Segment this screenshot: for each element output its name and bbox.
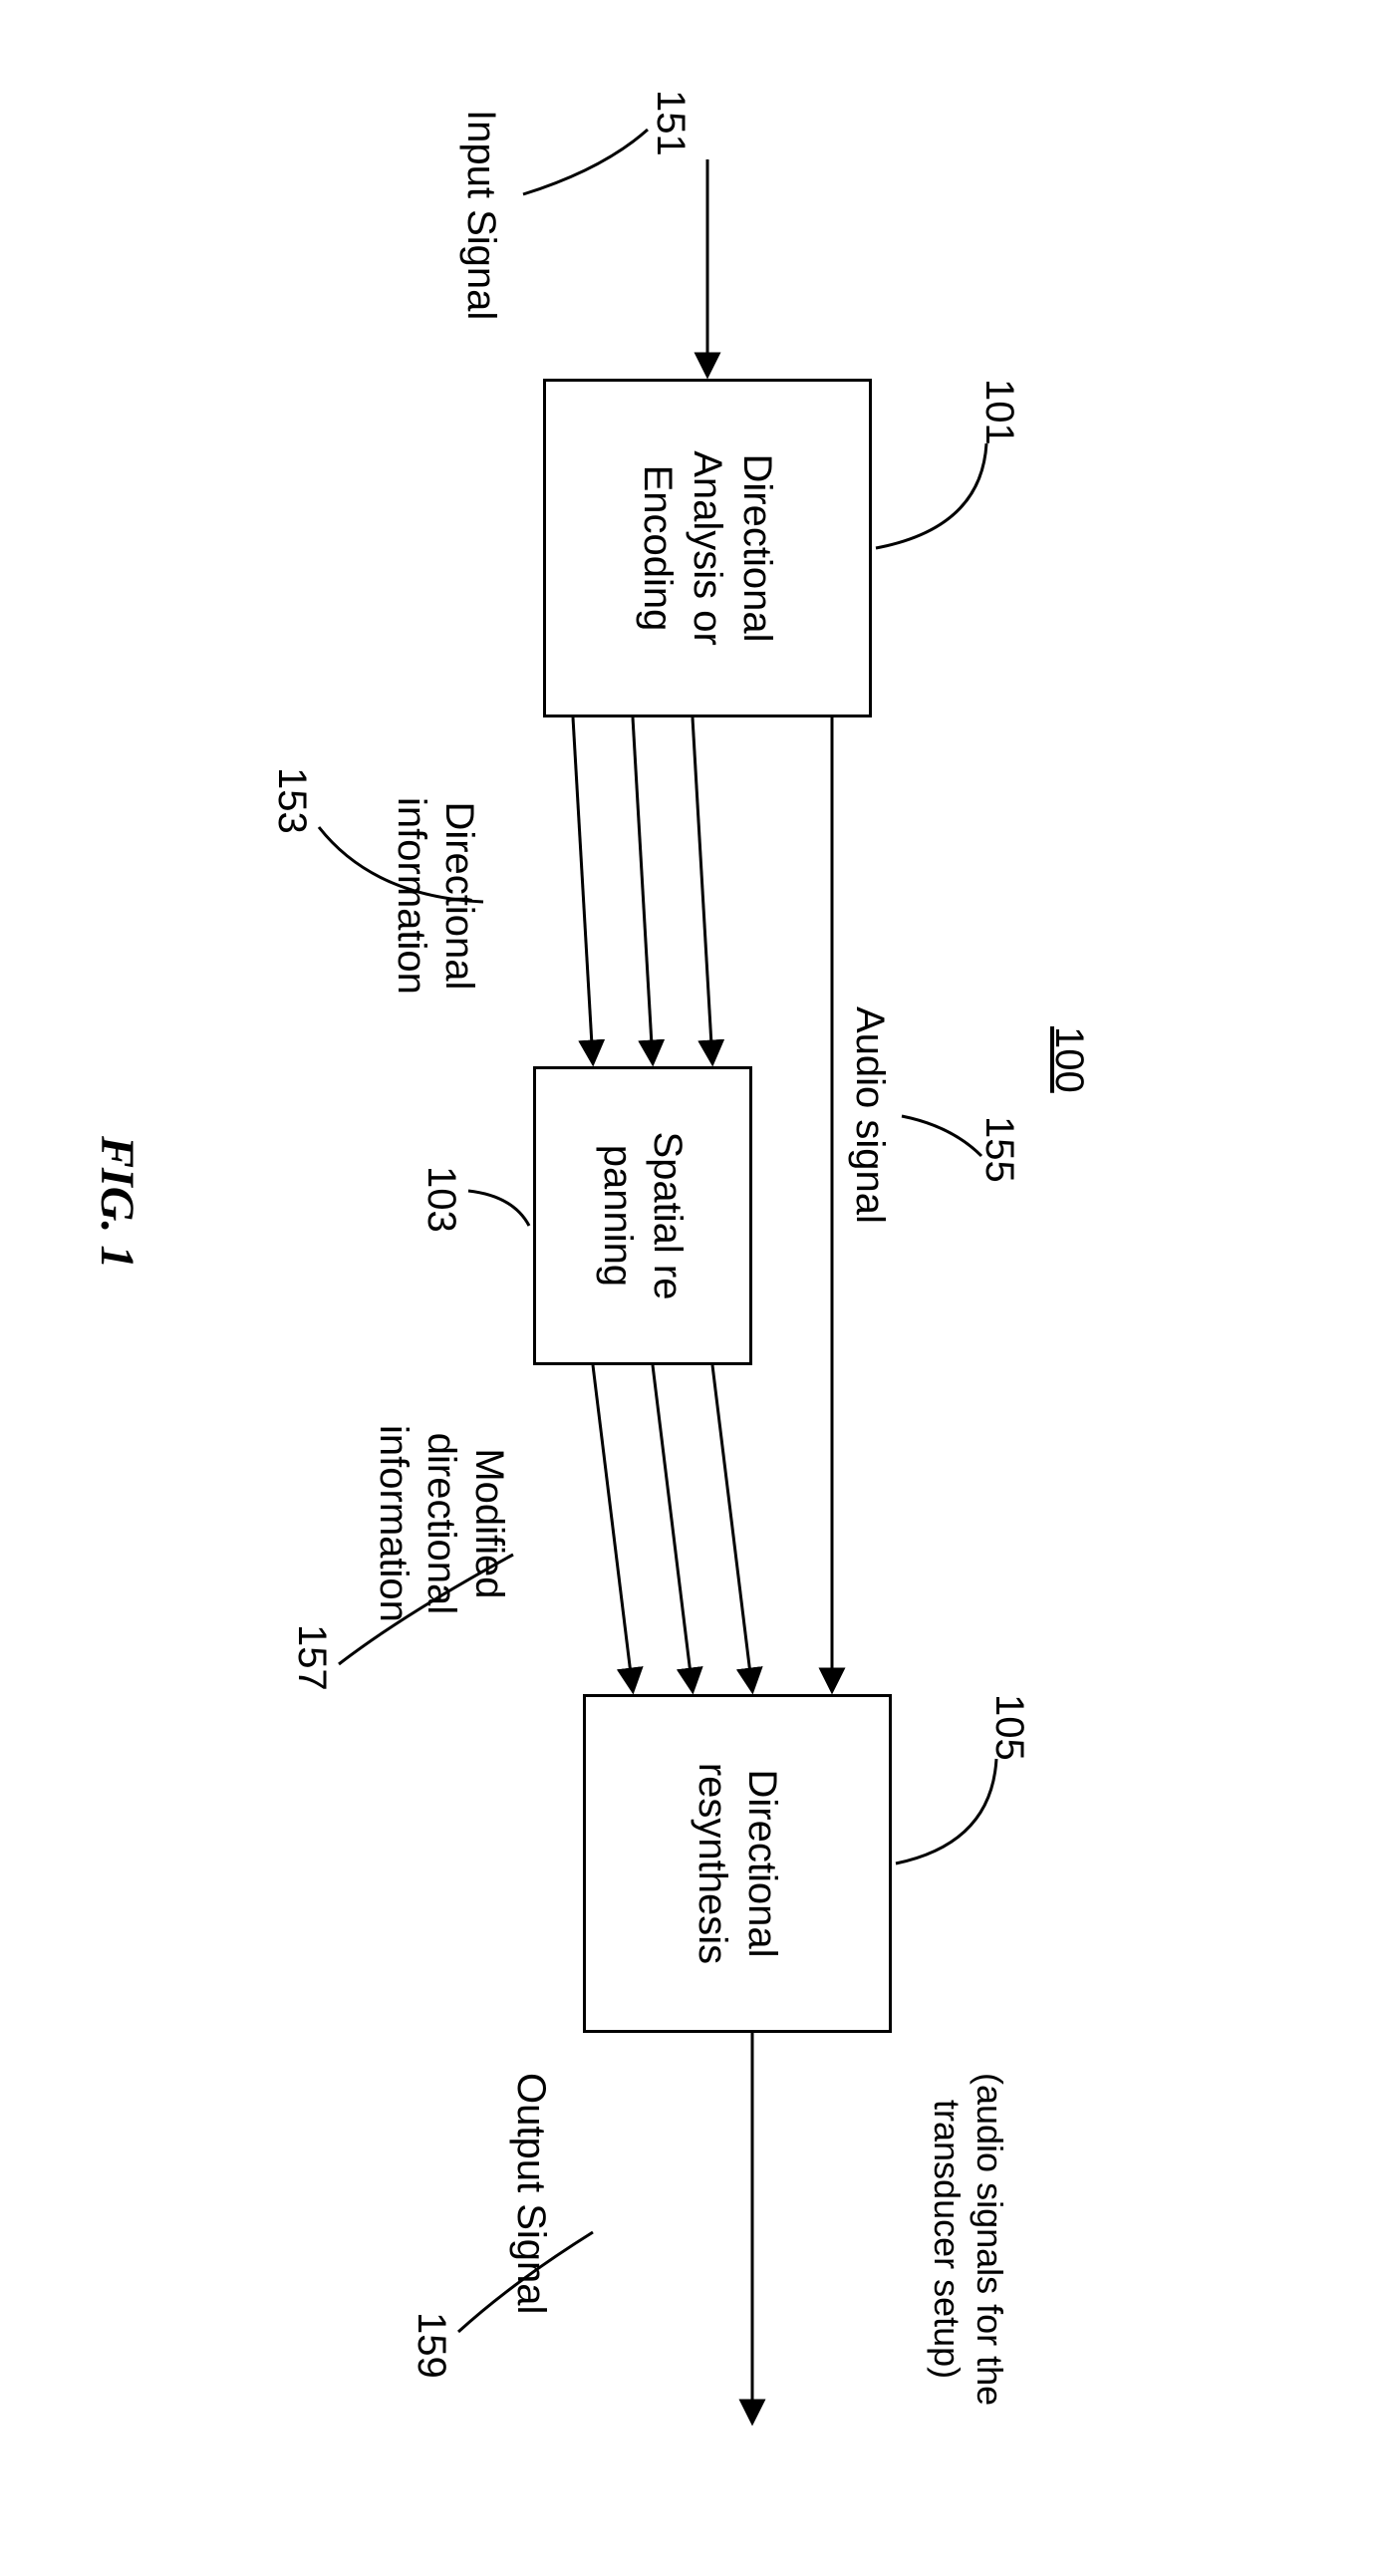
callout-101 [876,443,986,548]
figure-caption: FIG. 1 [90,1136,144,1269]
block-directional-resynthesis-text: Directional resynthesis [688,1763,787,1964]
arrow-moddir-2 [653,1365,693,1690]
ref-155: 155 [976,1116,1021,1183]
ref-103: 103 [418,1166,463,1233]
arrow-dirinfo-2 [633,717,653,1062]
block-spatial-repanning-text: Spatial re panning [593,1132,693,1300]
callout-151 [523,130,648,194]
callout-105 [896,1759,996,1863]
label-directional-info: Directional information [388,797,483,995]
arrow-moddir-3 [593,1365,633,1690]
callout-103 [468,1191,529,1226]
ref-157: 157 [289,1624,334,1691]
block-directional-resynthesis: Directional resynthesis [583,1694,892,2033]
ref-105: 105 [986,1694,1031,1761]
label-output-parenthetical: (audio signals for the transducer setup) [926,2073,1011,2406]
arrow-dirinfo-3 [573,717,593,1062]
block-directional-analysis-text: Directional Analysis or Encoding [633,450,782,646]
figure-ref-number: 100 [1046,1026,1091,1093]
block-spatial-repanning: Spatial re panning [533,1066,752,1365]
ref-151: 151 [648,90,693,156]
ref-101: 101 [976,379,1021,445]
label-modified-directional: Modified directional information [370,1425,513,1622]
label-output-signal: Output Signal [508,2073,553,2314]
arrow-dirinfo-1 [693,717,712,1062]
label-input-signal: Input Signal [458,110,503,320]
ref-153: 153 [269,767,314,834]
block-directional-analysis: Directional Analysis or Encoding [543,379,872,717]
label-audio-signal: Audio signal [847,1006,892,1224]
callout-155 [902,1116,981,1156]
arrow-moddir-1 [712,1365,752,1690]
ref-159: 159 [409,2312,453,2379]
